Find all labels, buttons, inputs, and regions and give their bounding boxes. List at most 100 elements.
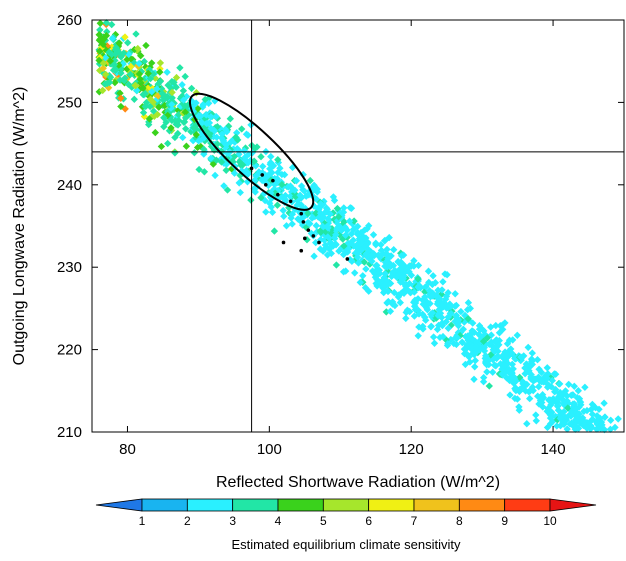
scatter-point <box>197 112 205 120</box>
scatter-point <box>560 396 568 405</box>
scatter-point <box>513 331 521 339</box>
y-tick-label: 240 <box>57 177 82 194</box>
highlight-point <box>306 228 311 232</box>
scatter-point <box>332 241 340 249</box>
scatter-point <box>570 382 578 390</box>
colorbar-segment <box>232 498 279 512</box>
colorbar-tick-label: 6 <box>365 514 372 528</box>
scatter-point <box>451 302 459 310</box>
scatter-point <box>130 95 138 103</box>
scatter-point <box>174 129 182 138</box>
scatter-point <box>386 262 395 271</box>
scatter-point <box>538 398 546 407</box>
scatter-point <box>282 222 291 230</box>
scatter-point <box>506 391 514 399</box>
scatter-point <box>482 352 490 360</box>
scatter-point <box>240 147 248 155</box>
y-tick-label: 210 <box>57 424 82 441</box>
scatter-point <box>587 423 596 432</box>
scatter-point <box>139 84 147 92</box>
scatter-point <box>178 81 186 89</box>
scatter-point <box>546 420 555 428</box>
scatter-point <box>163 68 171 76</box>
scatter-point <box>310 252 318 260</box>
scatter-point <box>234 136 242 144</box>
x-axis-title: Reflected Shortwave Radiation (W/m^2) <box>216 474 500 491</box>
scatter-point <box>487 338 495 346</box>
scatter-point <box>268 208 277 216</box>
scatter-point <box>121 33 129 41</box>
scatter-point <box>384 297 392 306</box>
scatter-point <box>288 220 296 228</box>
scatter-point <box>477 332 485 341</box>
scatter-point <box>429 333 438 341</box>
scatter-point <box>381 258 390 267</box>
scatter-point <box>372 262 380 270</box>
highlight-point <box>303 236 307 241</box>
highlight-point <box>260 173 265 177</box>
scatter-point <box>146 102 154 111</box>
scatter-point <box>144 69 152 78</box>
scatter-point <box>414 275 422 283</box>
colorbar-tick-label: 7 <box>411 514 418 528</box>
colorbar-segment <box>277 498 324 512</box>
scatter-point <box>149 70 157 78</box>
scatter-point <box>453 334 461 342</box>
scatter-point <box>421 313 429 321</box>
highlight-point <box>276 192 280 197</box>
y-tick-label: 260 <box>57 12 82 29</box>
y-tick-label: 230 <box>57 259 82 276</box>
scatter-point <box>399 274 407 282</box>
scatter-point <box>236 188 244 197</box>
scatter-point <box>356 278 364 287</box>
highlight-point <box>311 234 316 238</box>
scatter-point <box>120 49 128 57</box>
highlight-point <box>263 183 268 187</box>
scatter-point <box>504 352 513 360</box>
scatter-point <box>148 88 156 96</box>
highlight-point <box>271 178 275 183</box>
scatter-point <box>546 414 555 422</box>
scatter-point <box>390 288 398 297</box>
scatter-point <box>201 95 209 104</box>
scatter-point <box>508 360 516 368</box>
scatter-point <box>565 380 573 389</box>
scatter-point <box>281 195 289 203</box>
overlay-layer <box>92 20 624 432</box>
scatter-point <box>348 257 356 265</box>
scatter-point <box>135 59 143 68</box>
scatter-point <box>235 179 243 187</box>
scatter-point <box>141 89 149 98</box>
scatter-point <box>419 325 427 333</box>
scatter-point <box>423 306 432 314</box>
scatter-point <box>444 324 452 332</box>
scatter-point <box>296 191 304 199</box>
scatter-point <box>181 72 189 81</box>
scatter-point <box>397 252 406 260</box>
scatter-point <box>350 217 358 225</box>
scatter-point <box>439 332 447 341</box>
colorbar-tick-label: 10 <box>543 514 557 528</box>
scatter-point <box>479 337 488 345</box>
scatter-point <box>353 228 362 237</box>
colorbar-segment <box>458 498 506 512</box>
scatter-point <box>233 145 241 153</box>
scatter-point <box>146 74 155 83</box>
scatter-point <box>487 323 495 331</box>
scatter-point <box>524 343 532 352</box>
scatter-point <box>137 52 145 60</box>
colorbar-high-arrow <box>549 498 597 512</box>
scatter-point <box>503 340 512 348</box>
scatter-point <box>205 119 214 127</box>
scatter-point <box>160 114 168 122</box>
scatter-point <box>614 415 622 423</box>
scatter-point <box>583 424 591 432</box>
scatter-point <box>532 417 540 425</box>
scatter-point <box>563 425 571 433</box>
scatter-point <box>170 78 178 87</box>
scatter-point <box>135 70 144 78</box>
scatter-point <box>528 349 536 357</box>
scatter-point <box>572 422 580 430</box>
scatter-point <box>500 361 508 369</box>
